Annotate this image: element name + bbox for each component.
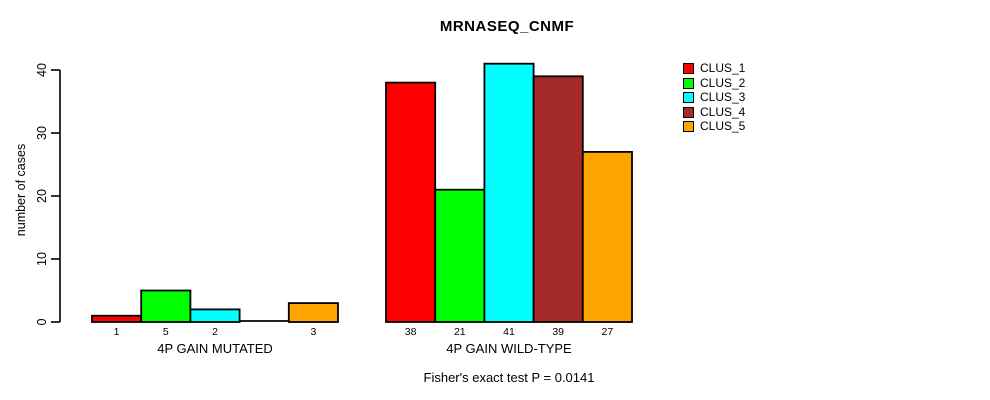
bar-clus_4	[532, 75, 584, 323]
y-axis-label: number of cases	[14, 143, 28, 237]
bar-clus_1	[91, 314, 143, 323]
legend-label: CLUS_2	[700, 75, 746, 90]
group-label-wild-type: 4P GAIN WILD-TYPE	[446, 341, 572, 356]
bar-clus_3	[483, 62, 535, 323]
chart-title: MRNASEQ_CNMF	[439, 18, 575, 35]
y-tick-label: 0	[35, 318, 49, 325]
group-label-mutated: 4P GAIN MUTATED	[157, 341, 273, 356]
bar-value-label: 38	[405, 326, 417, 338]
bar-clus_2	[140, 289, 192, 323]
y-tick-label: 30	[35, 126, 49, 140]
bar-value-label: 2	[212, 326, 218, 338]
bar-value-label: 27	[602, 326, 614, 338]
y-tick-label: 20	[35, 189, 49, 203]
bar-value-label: 41	[503, 326, 515, 338]
bar-value-label: 39	[552, 326, 564, 338]
legend: CLUS_1 CLUS_2 CLUS_3 CLUS_4 CLUS_5	[683, 61, 746, 134]
legend-label: CLUS_1	[700, 61, 746, 76]
bar-clus_1	[385, 81, 437, 323]
bar-clus_5	[287, 302, 339, 323]
bar-value-label: 5	[163, 326, 169, 338]
fisher-test-annotation: Fisher's exact test P = 0.0141	[423, 370, 595, 385]
legend-label: CLUS_4	[700, 104, 746, 119]
legend-item-clus_4: CLUS_4	[683, 104, 746, 119]
bar-value-label: 21	[454, 326, 466, 338]
legend-item-clus_1: CLUS_1	[683, 61, 746, 76]
legend-swatch-clus_5	[683, 121, 694, 133]
legend-item-clus_5: CLUS_5	[683, 119, 746, 134]
legend-item-clus_3: CLUS_3	[683, 90, 746, 105]
legend-label: CLUS_5	[700, 119, 746, 134]
y-tick-label: 10	[35, 252, 49, 266]
bar-clus_3	[189, 308, 241, 323]
legend-swatch-clus_2	[683, 77, 694, 89]
bar-value-label: 1	[114, 326, 120, 338]
bar-clus_5	[581, 150, 633, 323]
y-tick-label: 40	[35, 63, 49, 77]
legend-swatch-clus_4	[683, 106, 694, 118]
bar-clus_2	[434, 188, 486, 323]
bar-value-label: 3	[310, 326, 316, 338]
legend-swatch-clus_1	[683, 63, 694, 75]
legend-item-clus_2: CLUS_2	[683, 75, 746, 90]
legend-swatch-clus_3	[683, 92, 694, 104]
legend-label: CLUS_3	[700, 90, 746, 105]
